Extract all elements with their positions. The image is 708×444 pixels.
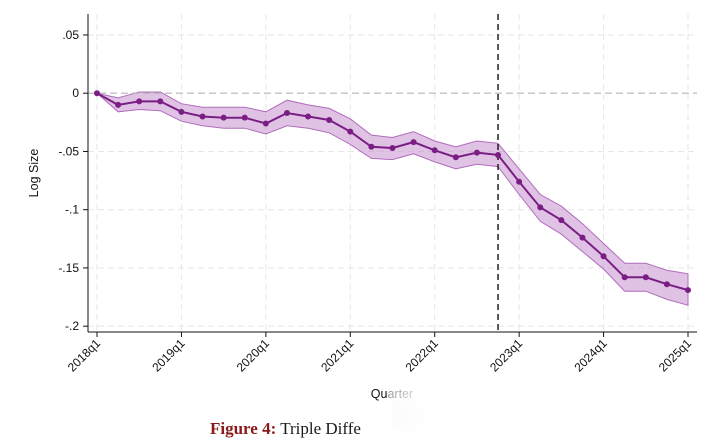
data-point xyxy=(495,151,502,158)
data-point xyxy=(642,274,649,281)
data-point xyxy=(621,274,628,281)
data-point xyxy=(157,98,164,105)
occluding-overlay xyxy=(388,384,708,444)
x-tick-label: 2024q1 xyxy=(571,336,609,374)
y-axis-title: Log Size xyxy=(27,149,41,198)
data-point xyxy=(663,281,670,288)
data-point xyxy=(431,147,438,154)
data-point xyxy=(579,234,586,241)
x-tick-label: 2025q1 xyxy=(656,336,694,374)
x-tick-label: 2023q1 xyxy=(487,336,525,374)
figure-label: Figure 4: xyxy=(210,419,277,438)
series-points xyxy=(94,90,691,294)
data-point xyxy=(473,149,480,156)
y-tick-label: 0 xyxy=(72,86,79,100)
data-point xyxy=(178,108,185,115)
x-tick-labels: 2018q1 2019q1 2020q1 2021q1 2022q1 2023q1 2024… xyxy=(65,336,694,374)
data-point xyxy=(305,113,312,120)
data-point xyxy=(347,128,354,135)
data-point xyxy=(600,253,607,260)
data-point xyxy=(389,144,396,151)
data-point xyxy=(326,117,333,123)
x-tick-label: 2018q1 xyxy=(65,336,103,374)
figure-caption: Figure 4: Triple Diffe xyxy=(210,419,361,439)
data-point xyxy=(94,90,100,97)
data-point xyxy=(115,101,122,108)
x-tick-label: 2020q1 xyxy=(234,336,272,374)
y-tick-label: .05 xyxy=(62,28,79,42)
data-point xyxy=(452,154,459,161)
data-point xyxy=(537,204,544,211)
data-point xyxy=(410,139,417,146)
y-tick-label: -.05 xyxy=(58,144,79,158)
data-point xyxy=(262,120,269,127)
axes xyxy=(83,14,697,337)
figure-caption-text: Triple Diffe xyxy=(280,419,361,438)
y-tick-label: -.1 xyxy=(65,203,79,217)
data-point xyxy=(199,113,206,120)
data-point xyxy=(241,114,248,121)
data-point xyxy=(283,110,290,117)
data-point xyxy=(136,98,143,105)
data-point xyxy=(685,287,691,294)
confidence-band xyxy=(96,91,689,306)
x-tick-label: 2019q1 xyxy=(149,336,187,374)
data-point xyxy=(220,114,227,121)
y-tick-label: -.2 xyxy=(65,319,79,333)
y-tick-labels: .05 0 -.05 -.1 -.15 -.2 xyxy=(58,28,79,333)
data-point xyxy=(558,217,565,224)
x-tick-label: 2022q1 xyxy=(403,336,441,374)
x-tick-label: 2021q1 xyxy=(318,336,356,374)
data-point xyxy=(516,178,523,185)
data-point xyxy=(368,143,375,150)
y-tick-label: -.15 xyxy=(58,261,79,275)
gridlines xyxy=(88,14,697,332)
